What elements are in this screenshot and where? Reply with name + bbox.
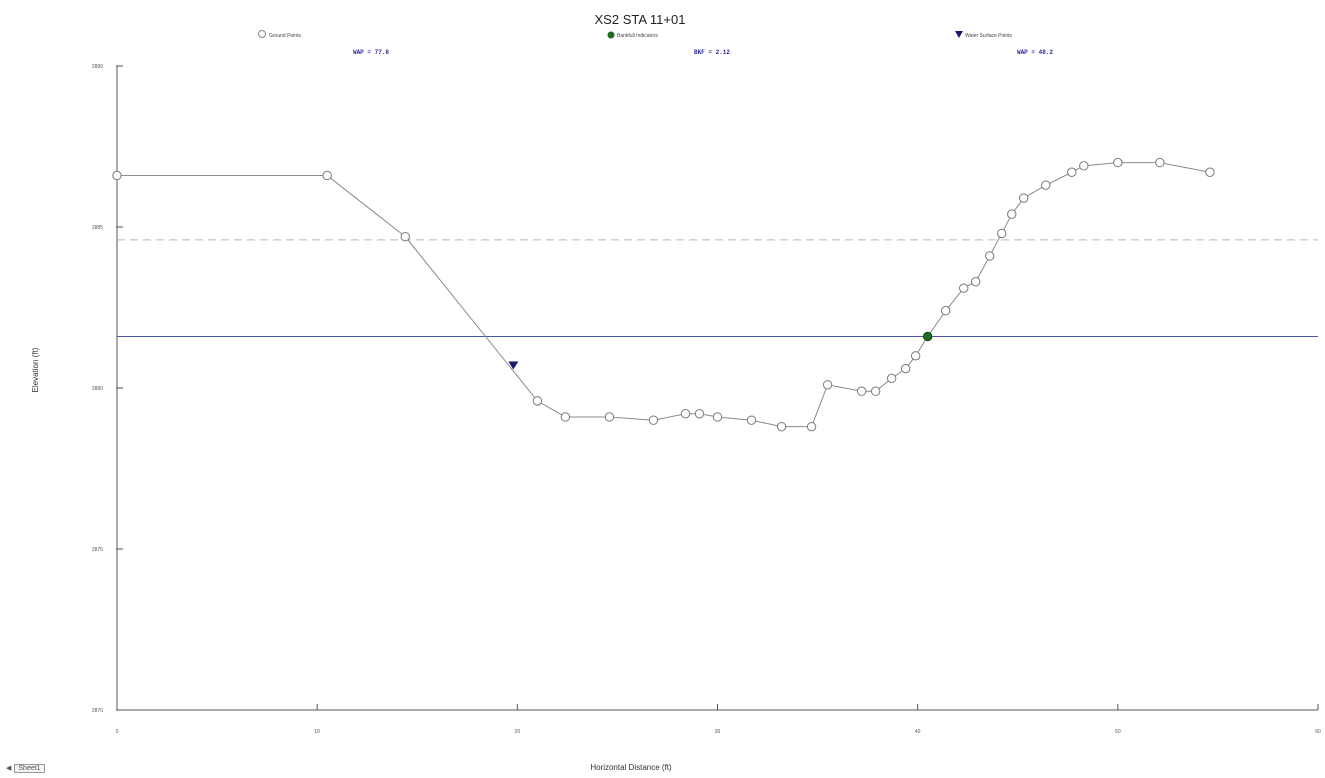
- ground-point: [694, 409, 705, 419]
- ground-point: [604, 412, 615, 422]
- x-tick-label: 20: [515, 729, 521, 735]
- legend-label-ground-points: Ground Points: [269, 33, 301, 39]
- ground-point: [746, 415, 757, 425]
- ground-point: [1041, 180, 1051, 190]
- y-tick-label: 2870: [92, 708, 103, 714]
- annotation-wap-right: WAP = 48.2: [1017, 49, 1053, 56]
- ground-point: [856, 386, 867, 396]
- ground-point: [776, 421, 787, 432]
- y-tick-label: 2880: [92, 386, 103, 392]
- x-tick-label: 10: [314, 729, 320, 735]
- ground-points: [112, 157, 1215, 432]
- ground-point: [971, 277, 981, 287]
- y-tick-label: 2885: [92, 225, 103, 231]
- ground-point: [712, 412, 723, 422]
- ground-point: [806, 421, 817, 432]
- reference-lines: [117, 239, 1318, 337]
- y-axis-label: Elevation (ft): [31, 347, 40, 392]
- ground-point: [822, 380, 833, 390]
- ground-point: [1155, 157, 1165, 168]
- ground-point: [940, 306, 951, 316]
- chart-title: XS2 STA 11+01: [595, 12, 686, 27]
- ground-point: [1019, 193, 1029, 203]
- legend-entry-water-surface-points: Water Surface Points: [955, 31, 1013, 39]
- ground-point: [112, 170, 122, 181]
- x-axis-ticks: 0 10 20 30 40 50 60: [116, 704, 1321, 735]
- annotation-bkf: BKF = 2.12: [694, 49, 730, 56]
- ground-point: [1205, 167, 1215, 177]
- ground-point: [560, 412, 571, 422]
- ground-point: [870, 386, 881, 396]
- ground-point: [680, 409, 691, 419]
- y-tick-label: 2890: [92, 64, 103, 70]
- legend-entry-bankfull-indicators: Bankfull Indicators: [607, 31, 658, 39]
- water-surface-point: [508, 361, 519, 370]
- y-tick-label: 2875: [92, 547, 103, 553]
- annotation-wap-left: WAP = 77.8: [353, 49, 389, 56]
- ground-profile-line: [117, 162, 1211, 428]
- x-tick-label: 40: [915, 729, 921, 735]
- x-tick-label: 0: [116, 729, 119, 735]
- legend: Ground Points Bankfull Indicators Water …: [258, 30, 1013, 39]
- ground-point: [997, 228, 1007, 239]
- ground-point: [1067, 167, 1077, 177]
- sheet-tab-bar: ◀ Sheet1: [6, 764, 45, 773]
- ground-point: [985, 251, 995, 261]
- x-tick-label: 30: [715, 729, 721, 735]
- ground-point: [1007, 209, 1017, 219]
- x-tick-label: 60: [1315, 729, 1321, 735]
- y-axis-ticks: 2870 2875 2880 2885 2890: [92, 64, 123, 714]
- legend-label-water-surface-points: Water Surface Points: [965, 33, 1013, 39]
- legend-entry-ground-points: Ground Points: [258, 30, 301, 39]
- sheet-nav-icon[interactable]: ◀: [6, 765, 12, 772]
- ground-point: [1079, 161, 1089, 171]
- ground-point: [910, 351, 921, 361]
- x-axis-label: Horizontal Distance (ft): [590, 763, 672, 772]
- ground-point: [400, 231, 410, 242]
- sheet-tab[interactable]: Sheet1: [14, 764, 45, 773]
- legend-label-bankfull-indicators: Bankfull Indicators: [617, 33, 658, 39]
- ground-point: [1113, 157, 1123, 168]
- ground-point: [322, 170, 332, 181]
- ground-point: [959, 283, 969, 293]
- x-tick-label: 50: [1115, 729, 1121, 735]
- ground-point: [900, 363, 911, 374]
- ground-point: [648, 415, 659, 425]
- ground-point: [532, 396, 543, 406]
- special-points: [508, 331, 933, 370]
- ground-point: [886, 373, 897, 384]
- bankfull-point: [923, 331, 933, 342]
